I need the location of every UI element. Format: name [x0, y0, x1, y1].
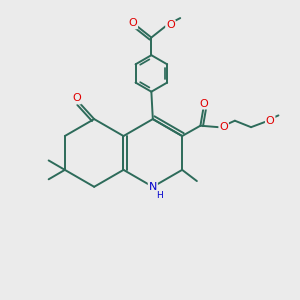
Text: H: H — [156, 190, 163, 200]
Text: O: O — [219, 122, 228, 132]
Text: O: O — [72, 94, 81, 103]
Text: O: O — [166, 20, 175, 30]
Text: O: O — [266, 116, 274, 126]
Text: O: O — [128, 18, 137, 28]
Text: N: N — [148, 182, 157, 192]
Text: O: O — [199, 99, 208, 109]
